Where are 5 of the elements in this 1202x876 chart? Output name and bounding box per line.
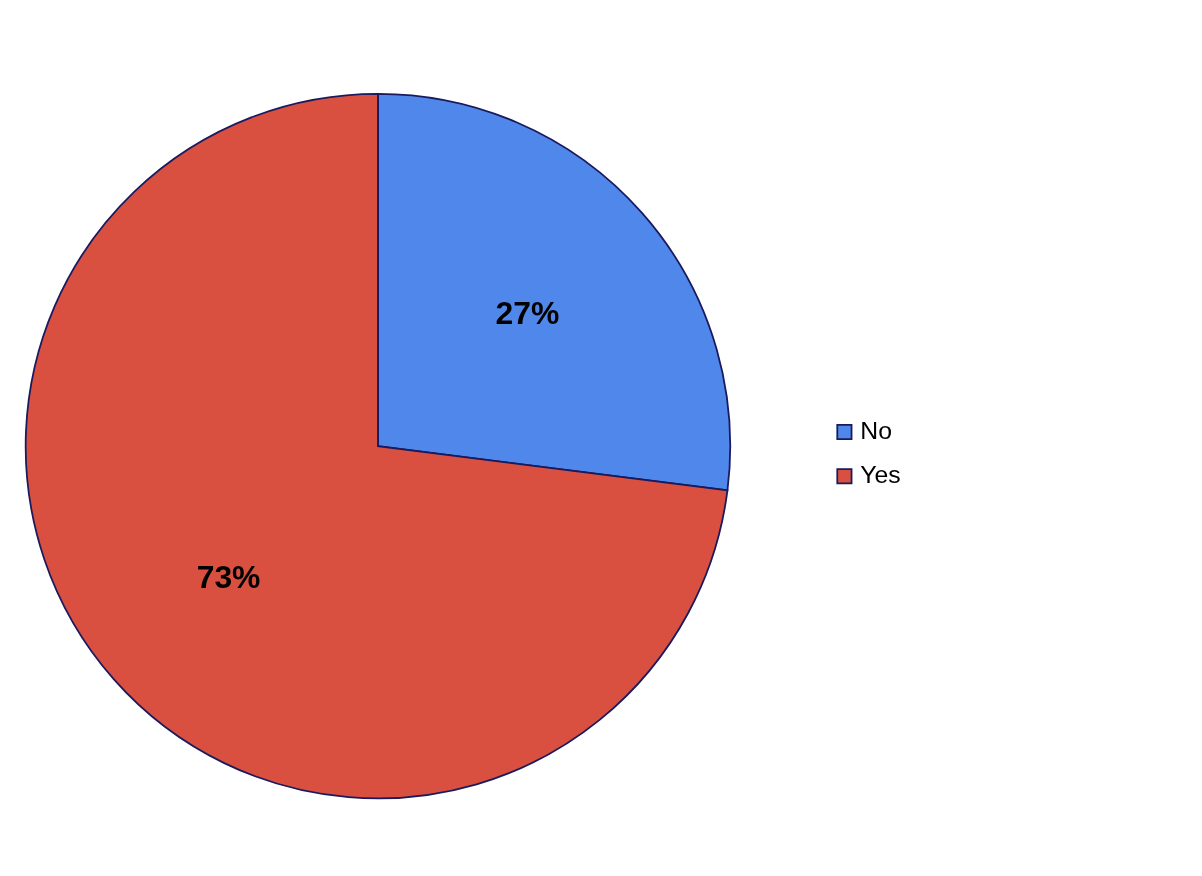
legend-label: No bbox=[860, 417, 893, 445]
data-label: 73% bbox=[196, 558, 261, 595]
legend-label: Yes bbox=[860, 461, 901, 489]
pie-slice bbox=[25, 92, 729, 799]
data-label: 27% bbox=[495, 295, 560, 332]
